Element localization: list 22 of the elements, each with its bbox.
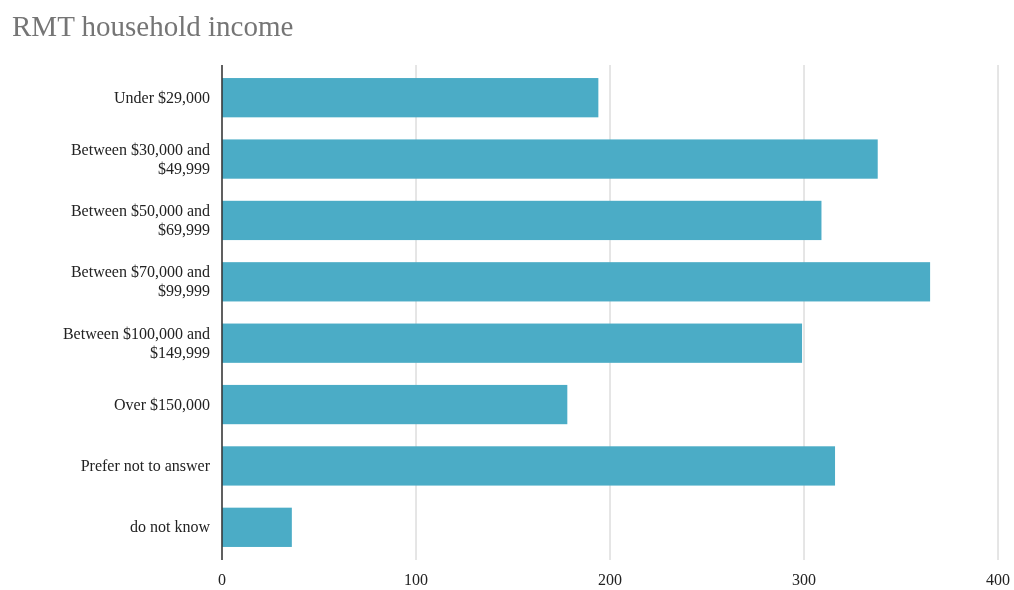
bar <box>222 78 599 118</box>
y-tick-label: Between $100,000 and $149,999 <box>62 324 210 361</box>
chart-title: RMT household income <box>12 10 294 42</box>
bar <box>222 446 836 486</box>
x-tick-label: 300 <box>792 571 816 588</box>
y-tick-label: Between $30,000 and $49,999 <box>70 140 210 177</box>
x-tick-label: 0 <box>218 571 226 588</box>
x-tick-label: 100 <box>404 571 428 588</box>
bar <box>222 262 931 302</box>
x-tick-label: 400 <box>986 571 1010 588</box>
x-tick-label: 200 <box>598 571 622 588</box>
y-tick-label: Over $150,000 <box>114 395 210 413</box>
bar <box>222 323 803 363</box>
bar <box>222 507 292 547</box>
bar <box>222 200 822 241</box>
y-tick-label: Between $70,000 and $99,999 <box>70 263 210 300</box>
bar <box>222 384 568 425</box>
y-tick-label: Under $29,000 <box>114 88 210 106</box>
bar <box>222 139 878 179</box>
y-tick-label: Between $50,000 and $69,999 <box>70 201 210 238</box>
y-tick-label: Prefer not to answer <box>80 456 211 474</box>
y-tick-label: do not know <box>130 518 211 536</box>
